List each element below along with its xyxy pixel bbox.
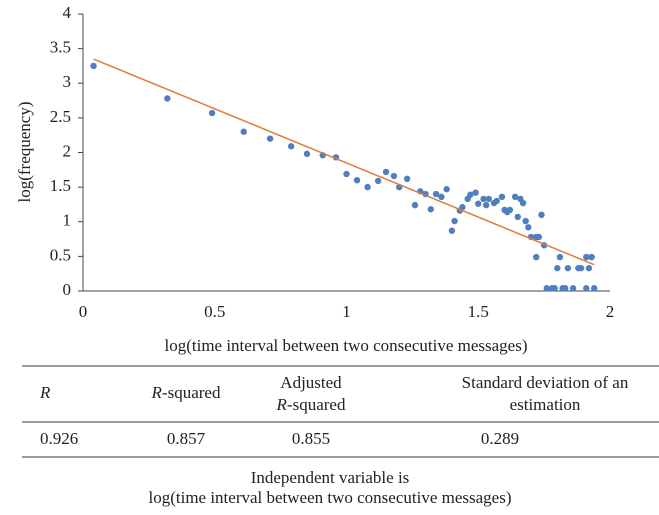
point — [535, 233, 543, 241]
y-tick-label: 2.5 — [50, 107, 71, 126]
y-tick-label: 1 — [63, 211, 72, 230]
point — [467, 191, 474, 198]
header-part: R — [151, 383, 163, 402]
point — [451, 217, 458, 225]
point — [208, 109, 216, 117]
table-header: Standard deviation of an — [462, 373, 629, 392]
point — [556, 253, 564, 261]
point — [164, 95, 171, 102]
y-tick-label: 1.5 — [50, 176, 71, 195]
point — [583, 253, 590, 261]
x-tick-label: 0 — [79, 302, 88, 321]
point — [519, 199, 527, 207]
point — [266, 135, 274, 142]
point — [551, 285, 558, 292]
point — [585, 264, 593, 272]
point — [554, 264, 561, 272]
y-tick-label: 4 — [63, 3, 72, 22]
point — [432, 190, 440, 198]
y-axis-label: log(frequency) — [15, 101, 34, 202]
point — [588, 253, 595, 261]
x-tick-label: 1.5 — [468, 302, 489, 321]
point — [590, 285, 598, 292]
table-cell: 0.857 — [167, 429, 206, 448]
point — [514, 213, 521, 221]
x-tick-label: 2 — [606, 302, 615, 321]
point — [448, 227, 456, 234]
point — [569, 285, 577, 292]
point — [506, 206, 514, 214]
footnote: Independent variable is — [251, 468, 410, 487]
point — [493, 197, 500, 205]
point — [475, 200, 482, 207]
x-axis-label: log(time interval between two consecutiv… — [164, 336, 527, 355]
point — [562, 285, 569, 292]
point — [90, 62, 97, 70]
y-tick-label: 0.5 — [50, 245, 71, 264]
table-header: estimation — [510, 395, 581, 414]
table-header: R-squared — [151, 383, 221, 402]
table-header: R-squared — [276, 395, 346, 414]
table-cell: 0.289 — [481, 429, 519, 448]
point — [438, 193, 445, 201]
point — [583, 285, 590, 292]
header-part: -squared — [162, 383, 221, 402]
point — [543, 285, 550, 292]
trend-line — [93, 58, 595, 266]
x-tick-label: 1 — [342, 302, 351, 321]
point — [374, 177, 382, 185]
point — [538, 211, 545, 219]
point — [427, 206, 435, 213]
point — [577, 264, 585, 272]
point — [403, 175, 411, 183]
point — [480, 195, 487, 203]
point — [522, 217, 529, 225]
header-part: -squared — [287, 395, 346, 414]
y-tick-label: 0 — [63, 280, 72, 299]
point — [533, 253, 540, 261]
point — [482, 201, 490, 209]
point — [390, 172, 398, 180]
table-header: R — [39, 383, 51, 402]
y-tick-label: 2 — [63, 141, 72, 160]
point — [287, 143, 295, 150]
point — [511, 193, 519, 201]
point — [459, 204, 466, 211]
y-tick-label: 3.5 — [50, 38, 71, 57]
point — [343, 170, 350, 178]
point — [240, 128, 247, 135]
point — [472, 189, 479, 196]
footnote: log(time interval between two consecutiv… — [148, 488, 511, 507]
table-cell: 0.855 — [292, 429, 330, 448]
y-tick-label: 3 — [63, 72, 72, 91]
point — [564, 264, 572, 272]
point — [443, 186, 450, 193]
point — [485, 195, 492, 203]
point — [525, 224, 532, 231]
point — [303, 150, 311, 158]
point — [411, 201, 419, 209]
table-cell: 0.926 — [40, 429, 78, 448]
point — [382, 168, 390, 176]
point — [498, 193, 506, 201]
x-tick-label: 0.5 — [204, 302, 225, 321]
table-header: Adjusted — [280, 373, 342, 392]
header-part: R — [276, 395, 288, 414]
point — [364, 183, 371, 191]
point — [353, 177, 361, 184]
